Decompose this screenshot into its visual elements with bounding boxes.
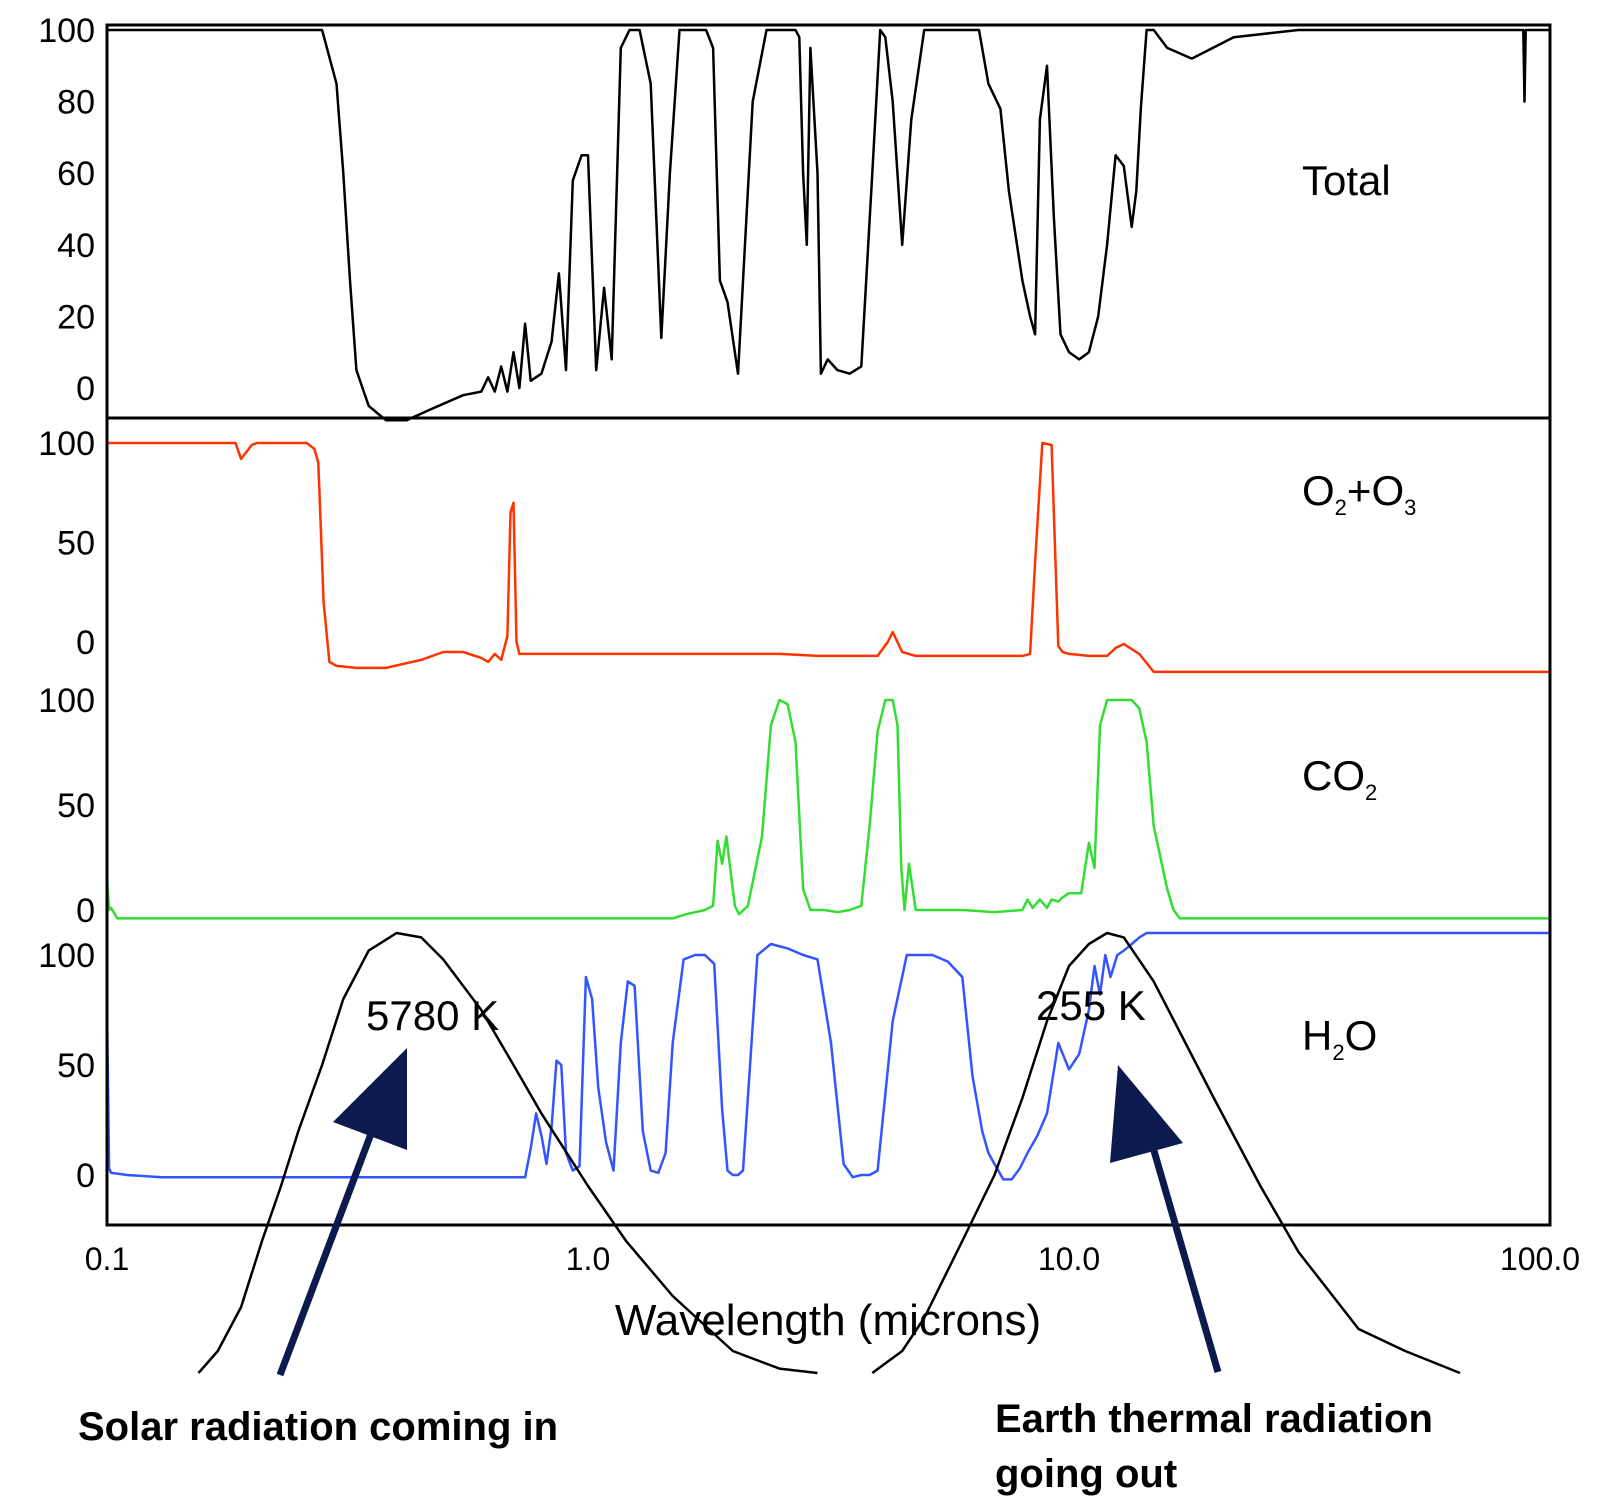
y-tick-label-o2o3: 100 (38, 425, 95, 463)
solar-curve-line (197, 931, 818, 1375)
y-tick-label-co2: 100 (38, 682, 95, 720)
x-tick-label: 10.0 (1038, 1241, 1100, 1277)
y-tick-label-co2: 0 (76, 892, 95, 930)
panel-label-o2o3: O2+O3 (1302, 467, 1416, 520)
series-line-co2 (105, 698, 1550, 920)
plot-frame (105, 23, 1552, 1227)
solar-arrow-shaft (276, 1108, 384, 1377)
x-axis-title: Wavelength (microns) (615, 1296, 1041, 1345)
series-line-total (107, 28, 1550, 422)
y-tick-label-o2o3: 0 (76, 624, 95, 662)
arrows (276, 1048, 1222, 1377)
solar-temperature-label: 5780 K (366, 992, 499, 1039)
co2-label-co: CO (1302, 752, 1365, 799)
y-tick-labels: 100 80 60 40 20 0 100 50 0 100 50 0 100 50 0 (38, 12, 95, 1195)
y-tick-label-h2o: 0 (76, 1157, 95, 1195)
x-tick-labels: 0.1 1.0 10.0 100.0 (85, 1241, 1580, 1277)
y-tick-label-total: 100 (38, 12, 95, 50)
chart-curves (105, 28, 1550, 1375)
y-tick-label-total: 60 (57, 155, 95, 193)
o2o3-label-plus-o: +O (1347, 467, 1404, 514)
series-line-h2o (105, 931, 1550, 1181)
y-tick-label-h2o: 100 (38, 937, 95, 975)
x-tick-label: 1.0 (566, 1241, 610, 1277)
earth-caption-line1: Earth thermal radiation (995, 1397, 1433, 1441)
solar-caption: Solar radiation coming in (78, 1405, 558, 1449)
earth-temperature-label: 255 K (1036, 982, 1146, 1029)
y-tick-label-total: 40 (57, 227, 95, 265)
earth-arrow-shaft (1144, 1129, 1222, 1373)
x-tick-label: 100.0 (1500, 1241, 1580, 1277)
panel-label-total: Total (1302, 157, 1391, 204)
o2o3-label-o: O (1302, 467, 1335, 514)
y-tick-label-co2: 50 (57, 787, 95, 825)
y-tick-label-o2o3: 50 (57, 525, 95, 563)
earth-arrow-head (1110, 1065, 1183, 1163)
y-tick-label-total: 0 (76, 370, 95, 408)
h2o-label-o: O (1345, 1012, 1378, 1059)
y-tick-label-total: 20 (57, 298, 95, 336)
earth-caption-line2: going out (995, 1452, 1177, 1496)
co2-label-sub2: 2 (1365, 780, 1377, 805)
series-line-o2o3 (107, 441, 1550, 674)
panel-label-co2: CO2 (1302, 752, 1377, 805)
panel-label-h2o: H2O (1302, 1012, 1377, 1065)
o2o3-label-sub3: 3 (1404, 495, 1416, 520)
y-tick-label-total: 80 (57, 84, 95, 122)
o2o3-label-sub2: 2 (1335, 495, 1347, 520)
earth-curve-line (871, 931, 1461, 1375)
y-tick-label-h2o: 50 (57, 1047, 95, 1085)
h2o-label-sub2: 2 (1332, 1040, 1344, 1065)
solar-arrow-head (333, 1048, 407, 1150)
h2o-label-h: H (1302, 1012, 1332, 1059)
x-tick-label: 0.1 (85, 1241, 129, 1277)
